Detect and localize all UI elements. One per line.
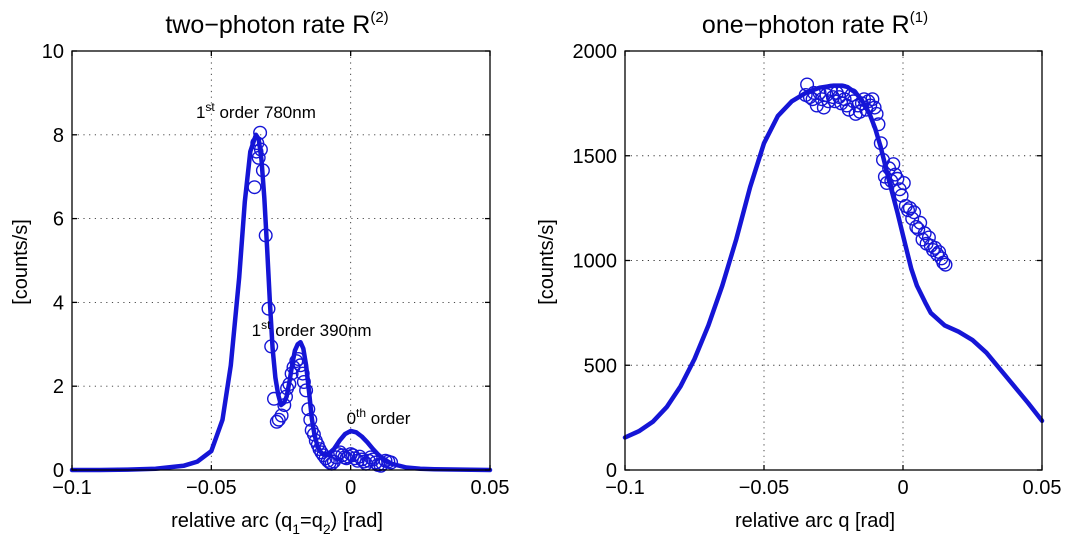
data-point	[384, 455, 399, 470]
fit-curve	[622, 83, 1045, 440]
data-point	[279, 389, 294, 404]
data-point	[873, 136, 888, 151]
peak-annotation: 0th order	[347, 406, 411, 428]
chart-title: one−photon rate R(1)	[702, 9, 928, 39]
data-point	[901, 203, 916, 218]
y-tick-label: 0	[606, 460, 617, 482]
data-point	[871, 117, 886, 132]
y-tick-label: 2000	[573, 41, 618, 63]
data-point	[905, 211, 920, 226]
plot-frame	[71, 50, 491, 471]
x-tick-label: 0	[897, 477, 908, 499]
x-axis-label: relative arc q [rad]	[735, 510, 895, 532]
x-tick-label: 0	[345, 477, 356, 499]
data-point	[264, 339, 279, 354]
fit-curve	[69, 132, 493, 473]
data-point	[299, 383, 314, 398]
data-point	[261, 301, 276, 316]
data-point	[841, 102, 856, 117]
data-point	[339, 451, 354, 466]
y-axis-label: [counts/s]	[10, 219, 32, 305]
data-point	[296, 375, 311, 390]
data-point	[886, 157, 901, 172]
data-point	[282, 377, 297, 392]
data-point	[293, 358, 308, 373]
data-point	[917, 226, 932, 241]
data-point	[867, 100, 882, 115]
data-point	[357, 454, 372, 469]
y-axis-label: [counts/s]	[536, 219, 558, 305]
two-photon-chart: two−photon rate R(2) relative arc (q1=q2…	[10, 9, 509, 537]
data-point	[814, 92, 829, 107]
data-point	[291, 352, 306, 367]
data-point	[852, 104, 867, 119]
data-point	[354, 452, 369, 467]
data-point	[258, 228, 273, 243]
x-tick-label: −0.05	[739, 477, 790, 499]
data-point	[936, 255, 951, 270]
x-tick-label: −0.1	[52, 477, 91, 499]
data-point	[271, 412, 286, 427]
x-tick-label: −0.1	[605, 477, 644, 499]
data-point	[289, 354, 304, 369]
data-point	[869, 106, 884, 121]
data-point	[926, 242, 941, 257]
y-tick-label: 0	[53, 460, 64, 482]
y-tick-label: 1000	[573, 251, 618, 273]
y-tick-label: 6	[53, 209, 64, 231]
data-point	[812, 85, 827, 100]
data-point	[251, 150, 266, 165]
data-point	[938, 257, 953, 272]
peak-annotation: 1st order 780nm	[196, 100, 316, 122]
y-tick-label: 10	[42, 41, 64, 63]
data-point	[902, 201, 917, 216]
peak-annotation: 1st order 390nm	[252, 318, 372, 340]
data-point	[865, 92, 880, 107]
data-point	[373, 458, 388, 473]
y-tick-label: 4	[53, 292, 64, 314]
data-point	[928, 240, 943, 255]
one-photon-chart: one−photon rate R(1) relative arc q [rad…	[536, 9, 1061, 532]
x-tick-label: 0.05	[1023, 477, 1062, 499]
data-point	[896, 175, 911, 190]
data-point	[274, 408, 289, 423]
data-point	[253, 142, 268, 157]
data-point	[320, 453, 335, 468]
chart-title: two−photon rate R(2)	[165, 9, 388, 39]
data-point	[844, 87, 859, 102]
data-point	[363, 450, 378, 465]
data-point	[253, 125, 268, 140]
data-point	[921, 230, 936, 245]
x-tick-label: −0.05	[186, 477, 237, 499]
data-point	[836, 83, 851, 98]
data-point	[284, 366, 299, 381]
data-point	[295, 366, 310, 381]
y-tick-label: 8	[53, 125, 64, 147]
data-point	[301, 402, 316, 417]
y-tick-label: 2	[53, 376, 64, 398]
data-point	[907, 205, 922, 220]
x-tick-label: 0.05	[471, 477, 510, 499]
y-tick-label: 500	[584, 355, 617, 377]
data-point	[247, 180, 262, 195]
data-point	[277, 398, 292, 413]
data-point	[255, 163, 270, 178]
data-point	[303, 412, 318, 427]
y-tick-label: 1500	[573, 146, 618, 168]
x-axis-label: relative arc (q1=q2) [rad]	[171, 510, 383, 537]
